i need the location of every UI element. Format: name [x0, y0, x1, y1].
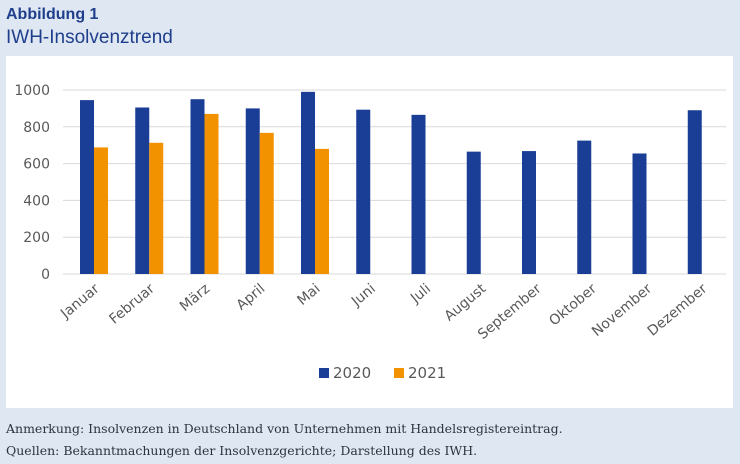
- x-tick-label: Februar: [106, 281, 158, 328]
- legend-label-2020: 2020: [333, 364, 371, 382]
- bar-2020-Januar: [80, 100, 94, 274]
- bar-2020-Juli: [411, 114, 426, 274]
- legend-swatch-2021: [394, 368, 404, 378]
- sources-note: Quellen: Bekanntmachungen der Insolvenzg…: [6, 443, 478, 458]
- bar-2021-April: [259, 132, 274, 274]
- y-tick-label: 600: [23, 157, 50, 173]
- x-tick-label: Juni: [348, 281, 379, 310]
- bar-2020-November: [632, 153, 647, 274]
- x-tick-label: November: [589, 281, 655, 340]
- bar-2020-Dezember: [687, 110, 702, 274]
- chart-panel: 0 200 400 600 800 1000 Januar Februar März April…: [6, 56, 733, 408]
- legend-swatch-2020: [319, 368, 329, 378]
- x-tick-label: Dezember: [645, 281, 711, 340]
- y-tick-label: 1000: [14, 83, 50, 99]
- bar-2020-August: [466, 151, 481, 274]
- x-tick-label: Mai: [294, 281, 323, 309]
- remark-note: Anmerkung: Insolvenzen in Deutschland vo…: [6, 421, 563, 436]
- x-tick-label: April: [234, 281, 269, 314]
- x-tick-label: Oktober: [546, 281, 600, 330]
- x-tick-label: Januar: [57, 281, 103, 323]
- bar-2020-Februar: [135, 107, 150, 274]
- y-tick-label: 200: [23, 230, 50, 246]
- bar-2020-Mai: [301, 91, 315, 274]
- bar-2021-Februar: [149, 142, 164, 274]
- bar-2020-Oktober: [577, 140, 592, 274]
- bar-2021-Mai: [315, 148, 329, 274]
- legend-label-2021: 2021: [408, 364, 446, 382]
- bar-2021-März: [204, 113, 219, 274]
- bar-2021-Januar: [94, 147, 108, 274]
- y-tick-label: 800: [23, 120, 50, 136]
- x-tick-label: Juli: [407, 281, 434, 307]
- x-tick-label: August: [442, 280, 490, 324]
- y-tick-label: 0: [41, 267, 50, 283]
- figure-title: IWH-Insolvenztrend: [6, 27, 173, 48]
- bar-2020-Juni: [356, 109, 371, 274]
- bar-chart: 0 200 400 600 800 1000 Januar Februar März April…: [14, 83, 726, 382]
- bar-2020-September: [522, 151, 536, 274]
- bar-2020-März: [190, 99, 205, 274]
- bar-2020-April: [245, 108, 260, 275]
- x-tick-label: März: [177, 281, 213, 315]
- figure-label: Abbildung 1: [6, 6, 99, 23]
- y-tick-label: 400: [23, 193, 50, 209]
